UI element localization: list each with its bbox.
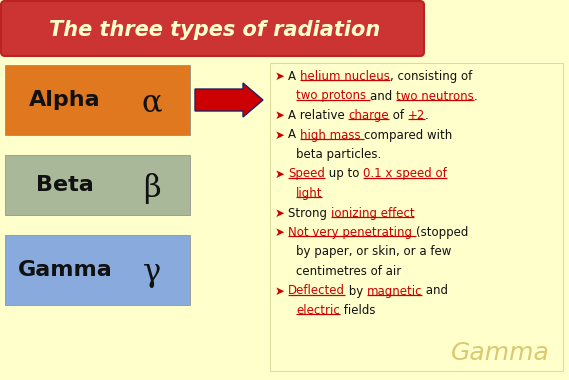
Text: ➤: ➤ <box>275 285 285 298</box>
Text: ➤: ➤ <box>275 226 285 239</box>
Bar <box>270 63 563 371</box>
Text: ionizing effect: ionizing effect <box>331 206 414 220</box>
Text: beta particles.: beta particles. <box>296 148 381 161</box>
Text: Not very penetrating: Not very penetrating <box>288 226 416 239</box>
Text: ➤: ➤ <box>275 70 285 83</box>
Text: A relative: A relative <box>288 109 348 122</box>
FancyBboxPatch shape <box>1 1 424 56</box>
Text: ➤: ➤ <box>275 168 285 180</box>
Text: up to: up to <box>325 168 363 180</box>
Text: +2: +2 <box>408 109 425 122</box>
Text: ➤: ➤ <box>275 109 285 122</box>
Text: Beta: Beta <box>36 175 94 195</box>
Text: (stopped: (stopped <box>416 226 468 239</box>
Text: Speed: Speed <box>288 168 325 180</box>
Text: centimetres of air: centimetres of air <box>296 265 401 278</box>
Text: α: α <box>142 87 162 119</box>
Text: A: A <box>288 128 300 141</box>
Text: fields: fields <box>340 304 375 317</box>
Text: of: of <box>389 109 408 122</box>
Text: helium nucleus: helium nucleus <box>300 70 390 83</box>
Text: charge: charge <box>348 109 389 122</box>
FancyArrow shape <box>195 83 263 117</box>
Text: by: by <box>345 285 367 298</box>
Text: ➤: ➤ <box>275 128 285 141</box>
Text: electric: electric <box>296 304 340 317</box>
Text: β: β <box>143 173 161 204</box>
Text: ➤: ➤ <box>275 206 285 220</box>
Text: Deflected: Deflected <box>288 285 345 298</box>
Text: γ: γ <box>143 258 161 288</box>
Text: 0.1 x speed of: 0.1 x speed of <box>363 168 447 180</box>
Text: and: and <box>370 90 396 103</box>
Text: .: . <box>473 90 477 103</box>
Text: magnetic: magnetic <box>367 285 423 298</box>
Text: The three types of radiation: The three types of radiation <box>50 20 381 40</box>
Text: , consisting of: , consisting of <box>390 70 472 83</box>
Text: light: light <box>296 187 323 200</box>
Text: .: . <box>425 109 429 122</box>
Text: Gamma: Gamma <box>451 341 550 365</box>
Text: two protons: two protons <box>296 90 370 103</box>
Bar <box>5 65 190 135</box>
Text: Strong: Strong <box>288 206 331 220</box>
Bar <box>5 235 190 305</box>
Text: Alpha: Alpha <box>29 90 101 110</box>
Text: by paper, or skin, or a few: by paper, or skin, or a few <box>296 245 451 258</box>
Text: two neutrons: two neutrons <box>396 90 473 103</box>
Text: and: and <box>423 285 448 298</box>
Text: compared with: compared with <box>364 128 452 141</box>
Text: A: A <box>288 70 300 83</box>
Bar <box>5 155 190 215</box>
Text: high mass: high mass <box>300 128 364 141</box>
Text: Gamma: Gamma <box>18 260 112 280</box>
